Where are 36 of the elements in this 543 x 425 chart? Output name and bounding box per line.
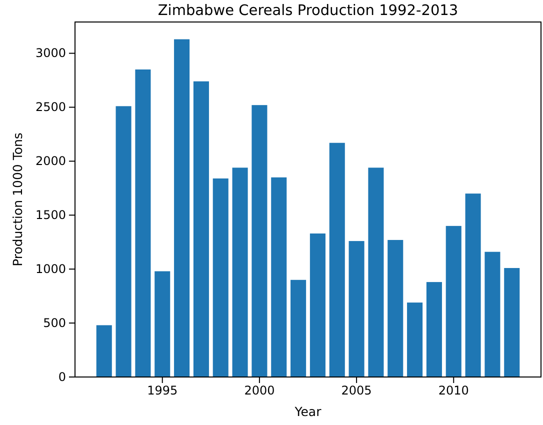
bar <box>116 106 132 377</box>
bar <box>368 168 384 377</box>
bar <box>446 226 462 377</box>
y-tick-label: 1000 <box>35 262 66 276</box>
bar <box>232 168 248 377</box>
y-tick-label: 2000 <box>35 154 66 168</box>
x-tick-label: 2000 <box>244 384 275 398</box>
bar <box>96 325 112 377</box>
y-tick-label: 2500 <box>35 100 66 114</box>
bar <box>465 194 481 377</box>
bar <box>252 105 268 377</box>
bar <box>426 282 442 377</box>
y-tick-label: 500 <box>43 316 66 330</box>
bar <box>271 177 287 377</box>
bar <box>484 252 500 377</box>
x-tick-label: 1995 <box>147 384 178 398</box>
y-axis-title: Production 1000 Tons <box>10 132 25 266</box>
bar <box>504 268 520 377</box>
bar <box>193 81 209 377</box>
bar <box>388 240 404 377</box>
bar <box>290 280 306 377</box>
bar <box>135 69 151 377</box>
x-axis-title: Year <box>294 404 322 419</box>
x-tick-label: 2010 <box>438 384 469 398</box>
bar <box>174 39 190 377</box>
y-tick-label: 0 <box>58 370 66 384</box>
bar <box>310 233 326 377</box>
bar <box>154 271 170 377</box>
bar <box>212 178 228 377</box>
bar <box>329 142 345 377</box>
y-tick-label: 3000 <box>35 46 66 60</box>
chart-title: Zimbabwe Cereals Production 1992-2013 <box>158 3 458 19</box>
x-tick-label: 2005 <box>341 384 372 398</box>
bar <box>348 241 364 377</box>
y-tick-label: 1500 <box>35 208 66 222</box>
bar <box>407 302 423 377</box>
